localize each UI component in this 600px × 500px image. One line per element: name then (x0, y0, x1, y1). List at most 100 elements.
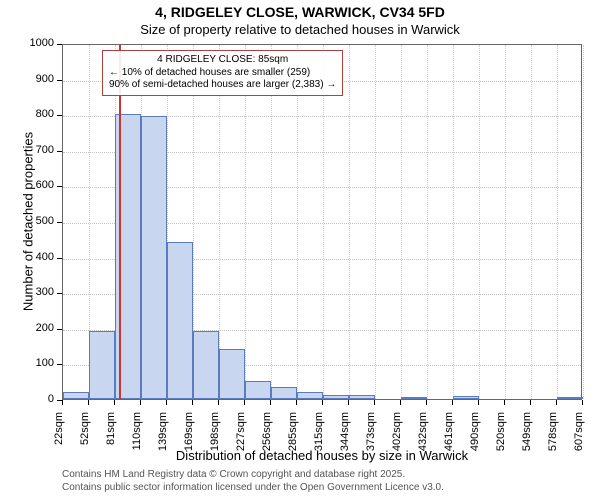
plot-area (62, 44, 582, 400)
histogram-bar (453, 396, 479, 399)
x-tick (530, 400, 531, 405)
annotation-line2: ← 10% of detached houses are smaller (25… (109, 67, 336, 80)
x-tick (244, 400, 245, 405)
x-tick-label: 373sqm (365, 412, 377, 457)
y-tick-label: 0 (24, 393, 54, 405)
gridline-v (557, 45, 558, 399)
x-tick (192, 400, 193, 405)
histogram-bar (245, 381, 271, 399)
annotation-box: 4 RIDGELEY CLOSE: 85sqm← 10% of detached… (102, 50, 343, 96)
x-tick-label: 432sqm (417, 412, 429, 457)
y-tick (57, 293, 62, 294)
x-tick (504, 400, 505, 405)
y-tick-label: 1000 (24, 37, 54, 49)
x-tick (140, 400, 141, 405)
chart-title-main: 4, RIDGELEY CLOSE, WARWICK, CV34 5FD (0, 4, 600, 20)
x-tick (556, 400, 557, 405)
x-tick (218, 400, 219, 405)
gridline-v (531, 45, 532, 399)
gridline-v (505, 45, 506, 399)
x-tick-label: 198sqm (209, 412, 221, 457)
x-tick-label: 578sqm (547, 412, 559, 457)
x-tick-label: 344sqm (339, 412, 351, 457)
y-tick (57, 80, 62, 81)
histogram-bar (193, 331, 219, 399)
x-tick-label: 139sqm (157, 412, 169, 457)
histogram-bar (141, 116, 167, 399)
x-tick (62, 400, 63, 405)
x-tick-label: 461sqm (443, 412, 455, 457)
marker-line (119, 45, 121, 399)
histogram-bar (557, 397, 583, 399)
y-tick (57, 329, 62, 330)
y-tick-label: 400 (24, 251, 54, 263)
x-tick (322, 400, 323, 405)
x-tick (426, 400, 427, 405)
histogram-bar (323, 395, 349, 399)
y-tick-label: 900 (24, 73, 54, 85)
x-tick-label: 315sqm (313, 412, 325, 457)
gridline-v (479, 45, 480, 399)
annotation-line1: 4 RIDGELEY CLOSE: 85sqm (109, 54, 336, 67)
gridline-v (375, 45, 376, 399)
gridline-v (245, 45, 246, 399)
x-tick (478, 400, 479, 405)
x-tick-label: 22sqm (53, 412, 65, 457)
histogram-bar (349, 395, 375, 399)
y-tick-label: 300 (24, 286, 54, 298)
x-tick-label: 227sqm (235, 412, 247, 457)
y-tick-label: 100 (24, 357, 54, 369)
gridline-v (583, 45, 584, 399)
x-tick-label: 110sqm (131, 412, 143, 457)
y-tick (57, 258, 62, 259)
y-tick (57, 222, 62, 223)
x-tick (452, 400, 453, 405)
histogram-bar (401, 397, 427, 399)
histogram-bar (89, 331, 115, 399)
x-tick-label: 490sqm (469, 412, 481, 457)
y-tick (57, 151, 62, 152)
histogram-bar (271, 387, 297, 399)
gridline-v (453, 45, 454, 399)
gridline-v (323, 45, 324, 399)
histogram-bar (219, 349, 245, 399)
x-tick-label: 81sqm (105, 412, 117, 457)
y-tick-label: 600 (24, 179, 54, 191)
x-tick (270, 400, 271, 405)
x-tick-label: 256sqm (261, 412, 273, 457)
chart-container: 4, RIDGELEY CLOSE, WARWICK, CV34 5FD Siz… (0, 0, 600, 500)
y-tick (57, 44, 62, 45)
x-tick (582, 400, 583, 405)
x-tick (88, 400, 89, 405)
x-tick (400, 400, 401, 405)
x-tick (374, 400, 375, 405)
gridline-v (349, 45, 350, 399)
y-tick-label: 700 (24, 144, 54, 156)
gridline-v (271, 45, 272, 399)
gridline-v (219, 45, 220, 399)
annotation-line3: 90% of semi-detached houses are larger (… (109, 79, 336, 92)
x-tick-label: 549sqm (521, 412, 533, 457)
x-tick-label: 520sqm (495, 412, 507, 457)
gridline-v (427, 45, 428, 399)
gridline-v (297, 45, 298, 399)
x-tick-label: 607sqm (573, 412, 585, 457)
y-tick (57, 186, 62, 187)
x-tick (296, 400, 297, 405)
x-tick (114, 400, 115, 405)
x-tick-label: 402sqm (391, 412, 403, 457)
attribution-line1: Contains HM Land Registry data © Crown c… (62, 468, 444, 481)
x-tick-label: 285sqm (287, 412, 299, 457)
histogram-bar (167, 242, 193, 399)
y-tick-label: 500 (24, 215, 54, 227)
attribution-text: Contains HM Land Registry data © Crown c… (62, 468, 444, 494)
x-tick-label: 169sqm (183, 412, 195, 457)
gridline-v (401, 45, 402, 399)
y-tick-label: 800 (24, 108, 54, 120)
x-tick-label: 52sqm (79, 412, 91, 457)
attribution-line2: Contains public sector information licen… (62, 481, 444, 494)
x-tick (166, 400, 167, 405)
y-tick (57, 115, 62, 116)
x-tick (348, 400, 349, 405)
histogram-bar (63, 392, 89, 399)
